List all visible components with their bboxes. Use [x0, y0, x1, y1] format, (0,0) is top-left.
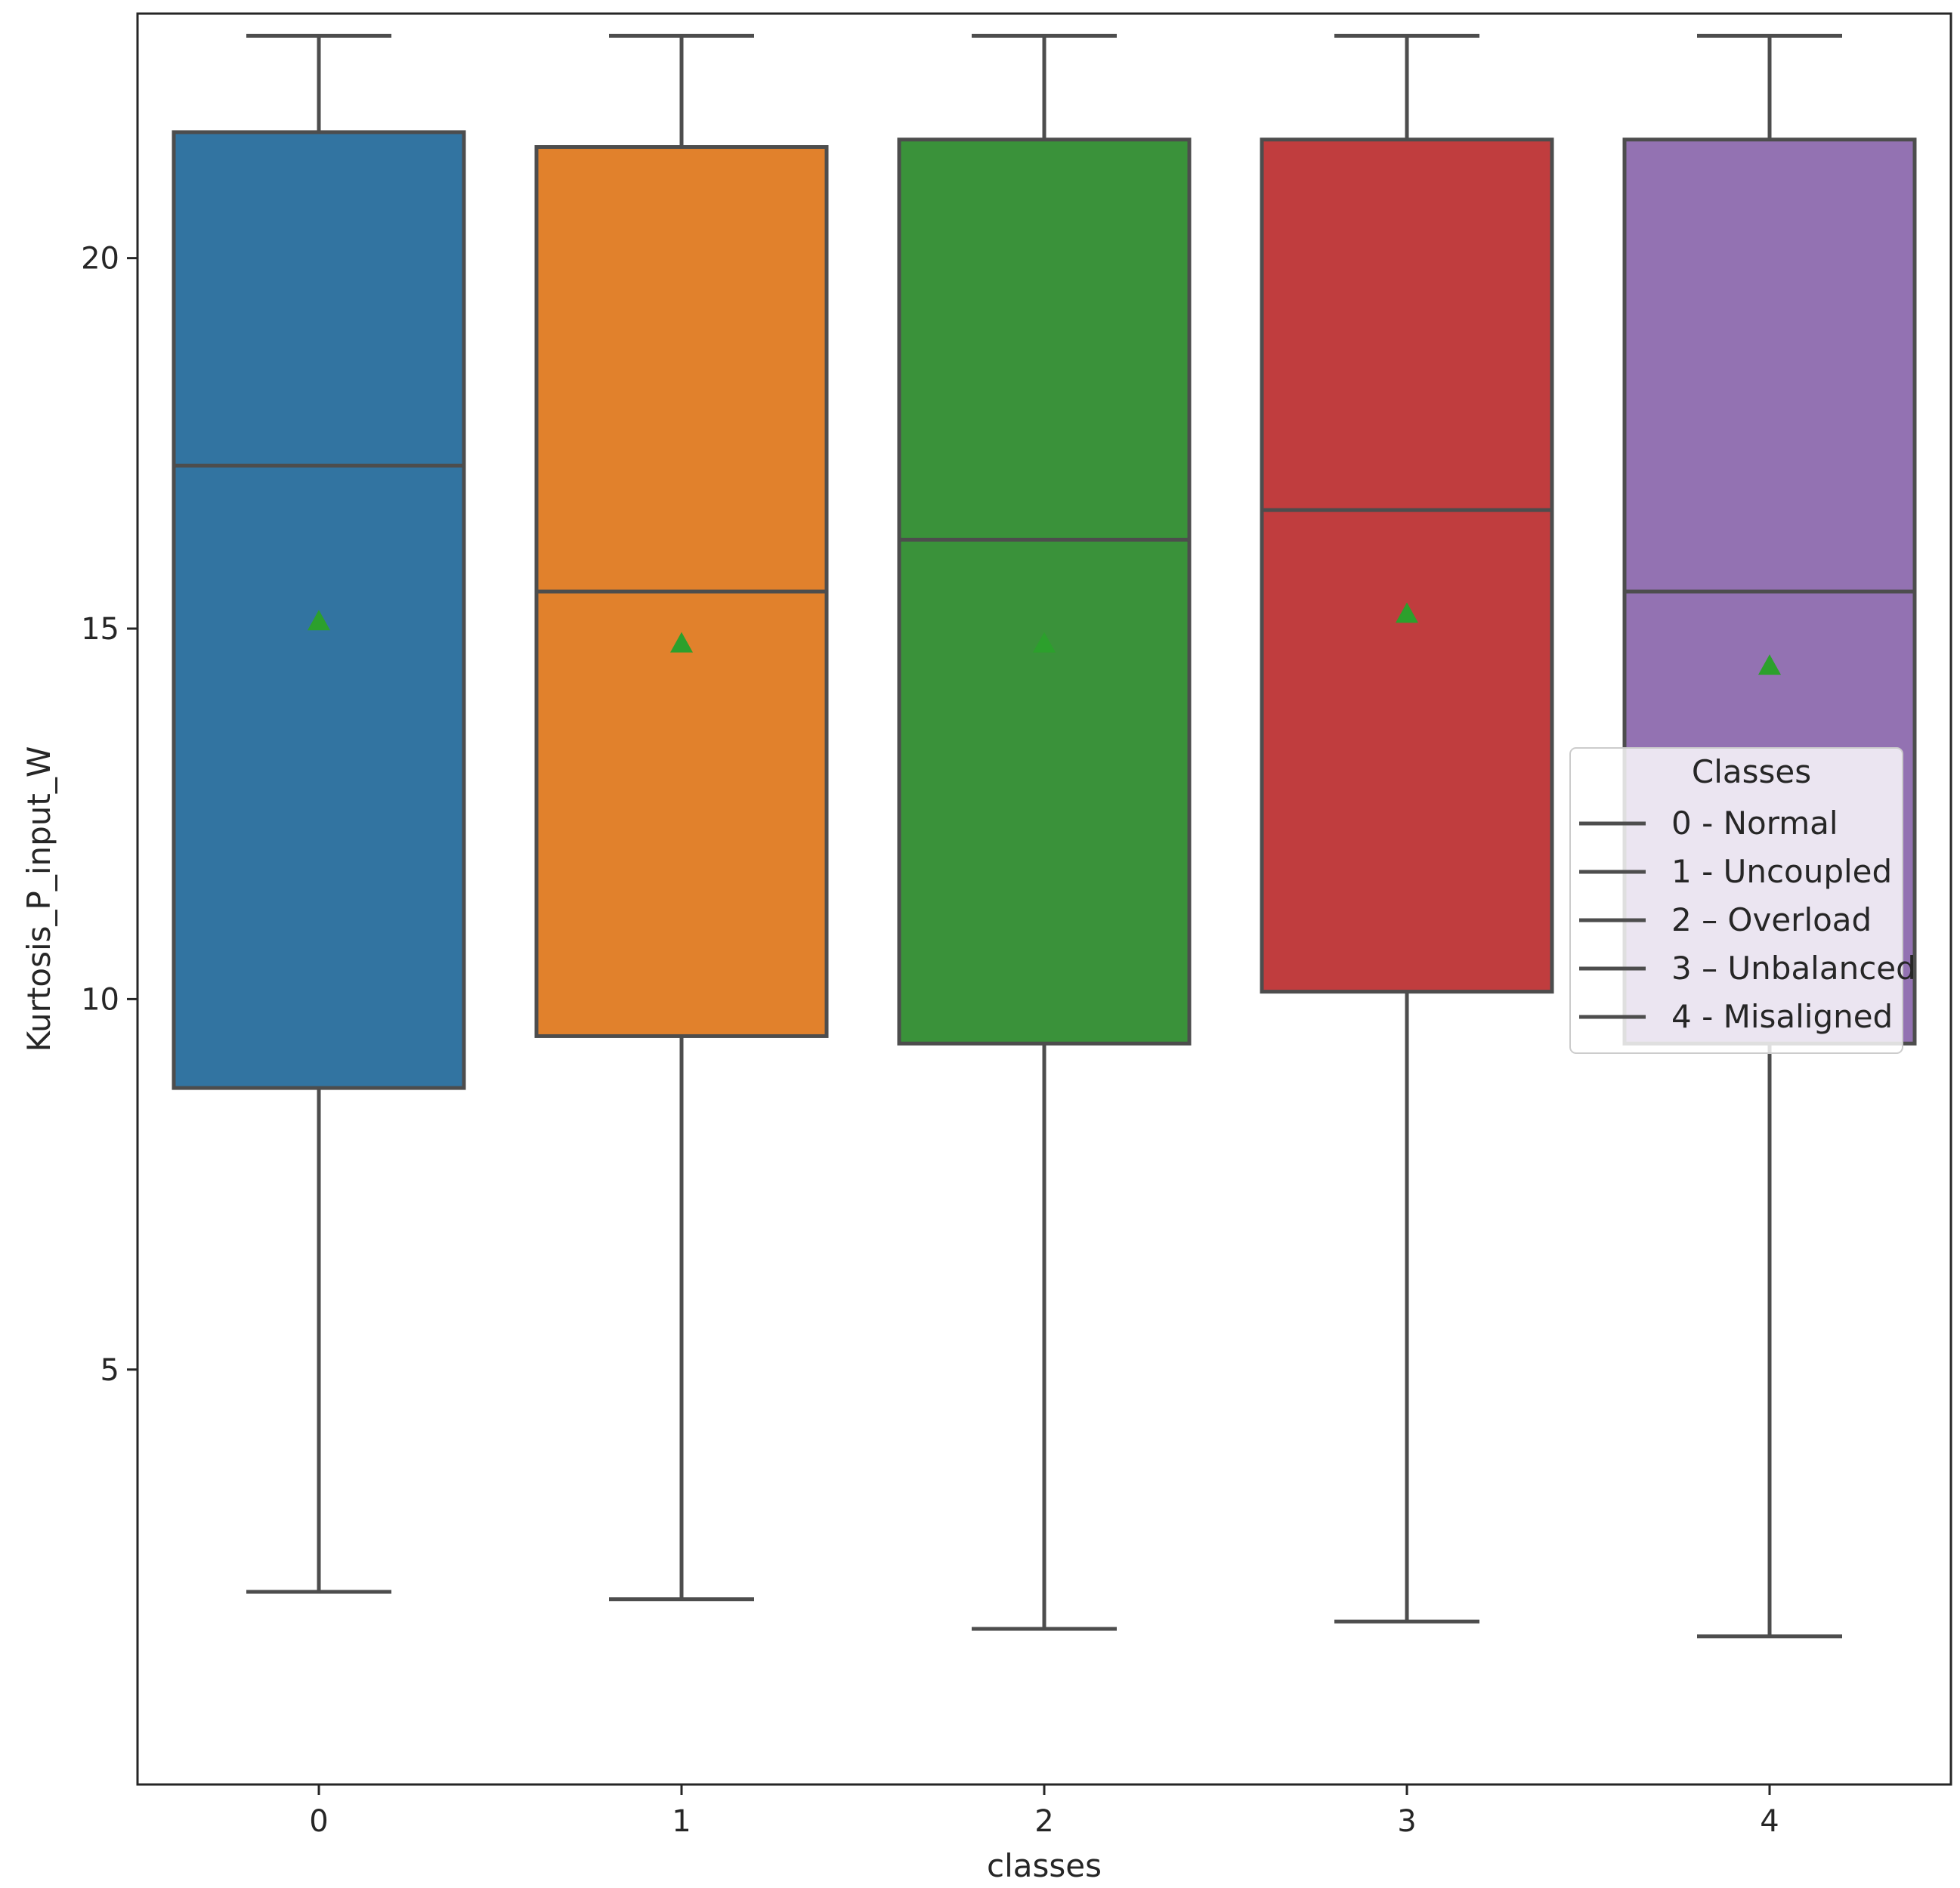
iqr-box — [897, 138, 1192, 1046]
x-tick-label: 2 — [1034, 1804, 1053, 1839]
y-tick-label: 20 — [81, 242, 119, 277]
legend-entry-label: 3 – Unbalanced — [1671, 950, 1916, 987]
x-tick-label: 3 — [1397, 1804, 1416, 1839]
legend-title: Classes — [1692, 753, 1811, 790]
box-1 — [534, 33, 829, 1602]
mean-marker — [1033, 632, 1056, 653]
legend-entry-label: 2 – Overload — [1671, 901, 1872, 938]
x-tick-label: 4 — [1760, 1804, 1779, 1839]
y-axis-label: Kurtosis_P_input_W — [20, 746, 57, 1052]
mean-marker — [308, 610, 330, 631]
x-tick-label: 0 — [309, 1804, 328, 1839]
x-tick-label: 1 — [672, 1804, 691, 1839]
legend-entry-label: 4 - Misaligned — [1671, 998, 1893, 1035]
x-axis-label: classes — [987, 1847, 1102, 1884]
iqr-box — [1260, 138, 1554, 994]
legend-entry-label: 1 - Uncoupled — [1671, 853, 1892, 890]
legend-frame — [1569, 747, 1903, 1054]
y-tick-label: 5 — [100, 1353, 119, 1388]
mean-marker — [670, 632, 693, 653]
legend-entries: 0 - Normal 1 - Uncoupled 2 – Overload 3 – U… — [1579, 805, 1916, 1035]
plot-layer — [172, 33, 1917, 1639]
y-tick-label: 15 — [81, 612, 119, 647]
mean-marker — [1396, 602, 1418, 623]
box-0 — [172, 33, 466, 1594]
axes-layer: 5 10 15 20 0 1 2 3 4 — [81, 242, 1779, 1839]
box-2 — [897, 33, 1192, 1631]
legend-entry-label: 0 - Normal — [1671, 805, 1838, 842]
legend: Classes 0 - Normal 1 - Uncoupled 2 – Overl… — [1569, 747, 1916, 1054]
y-tick-label: 10 — [81, 982, 119, 1017]
box-3 — [1260, 33, 1554, 1624]
mean-marker — [1758, 654, 1781, 675]
